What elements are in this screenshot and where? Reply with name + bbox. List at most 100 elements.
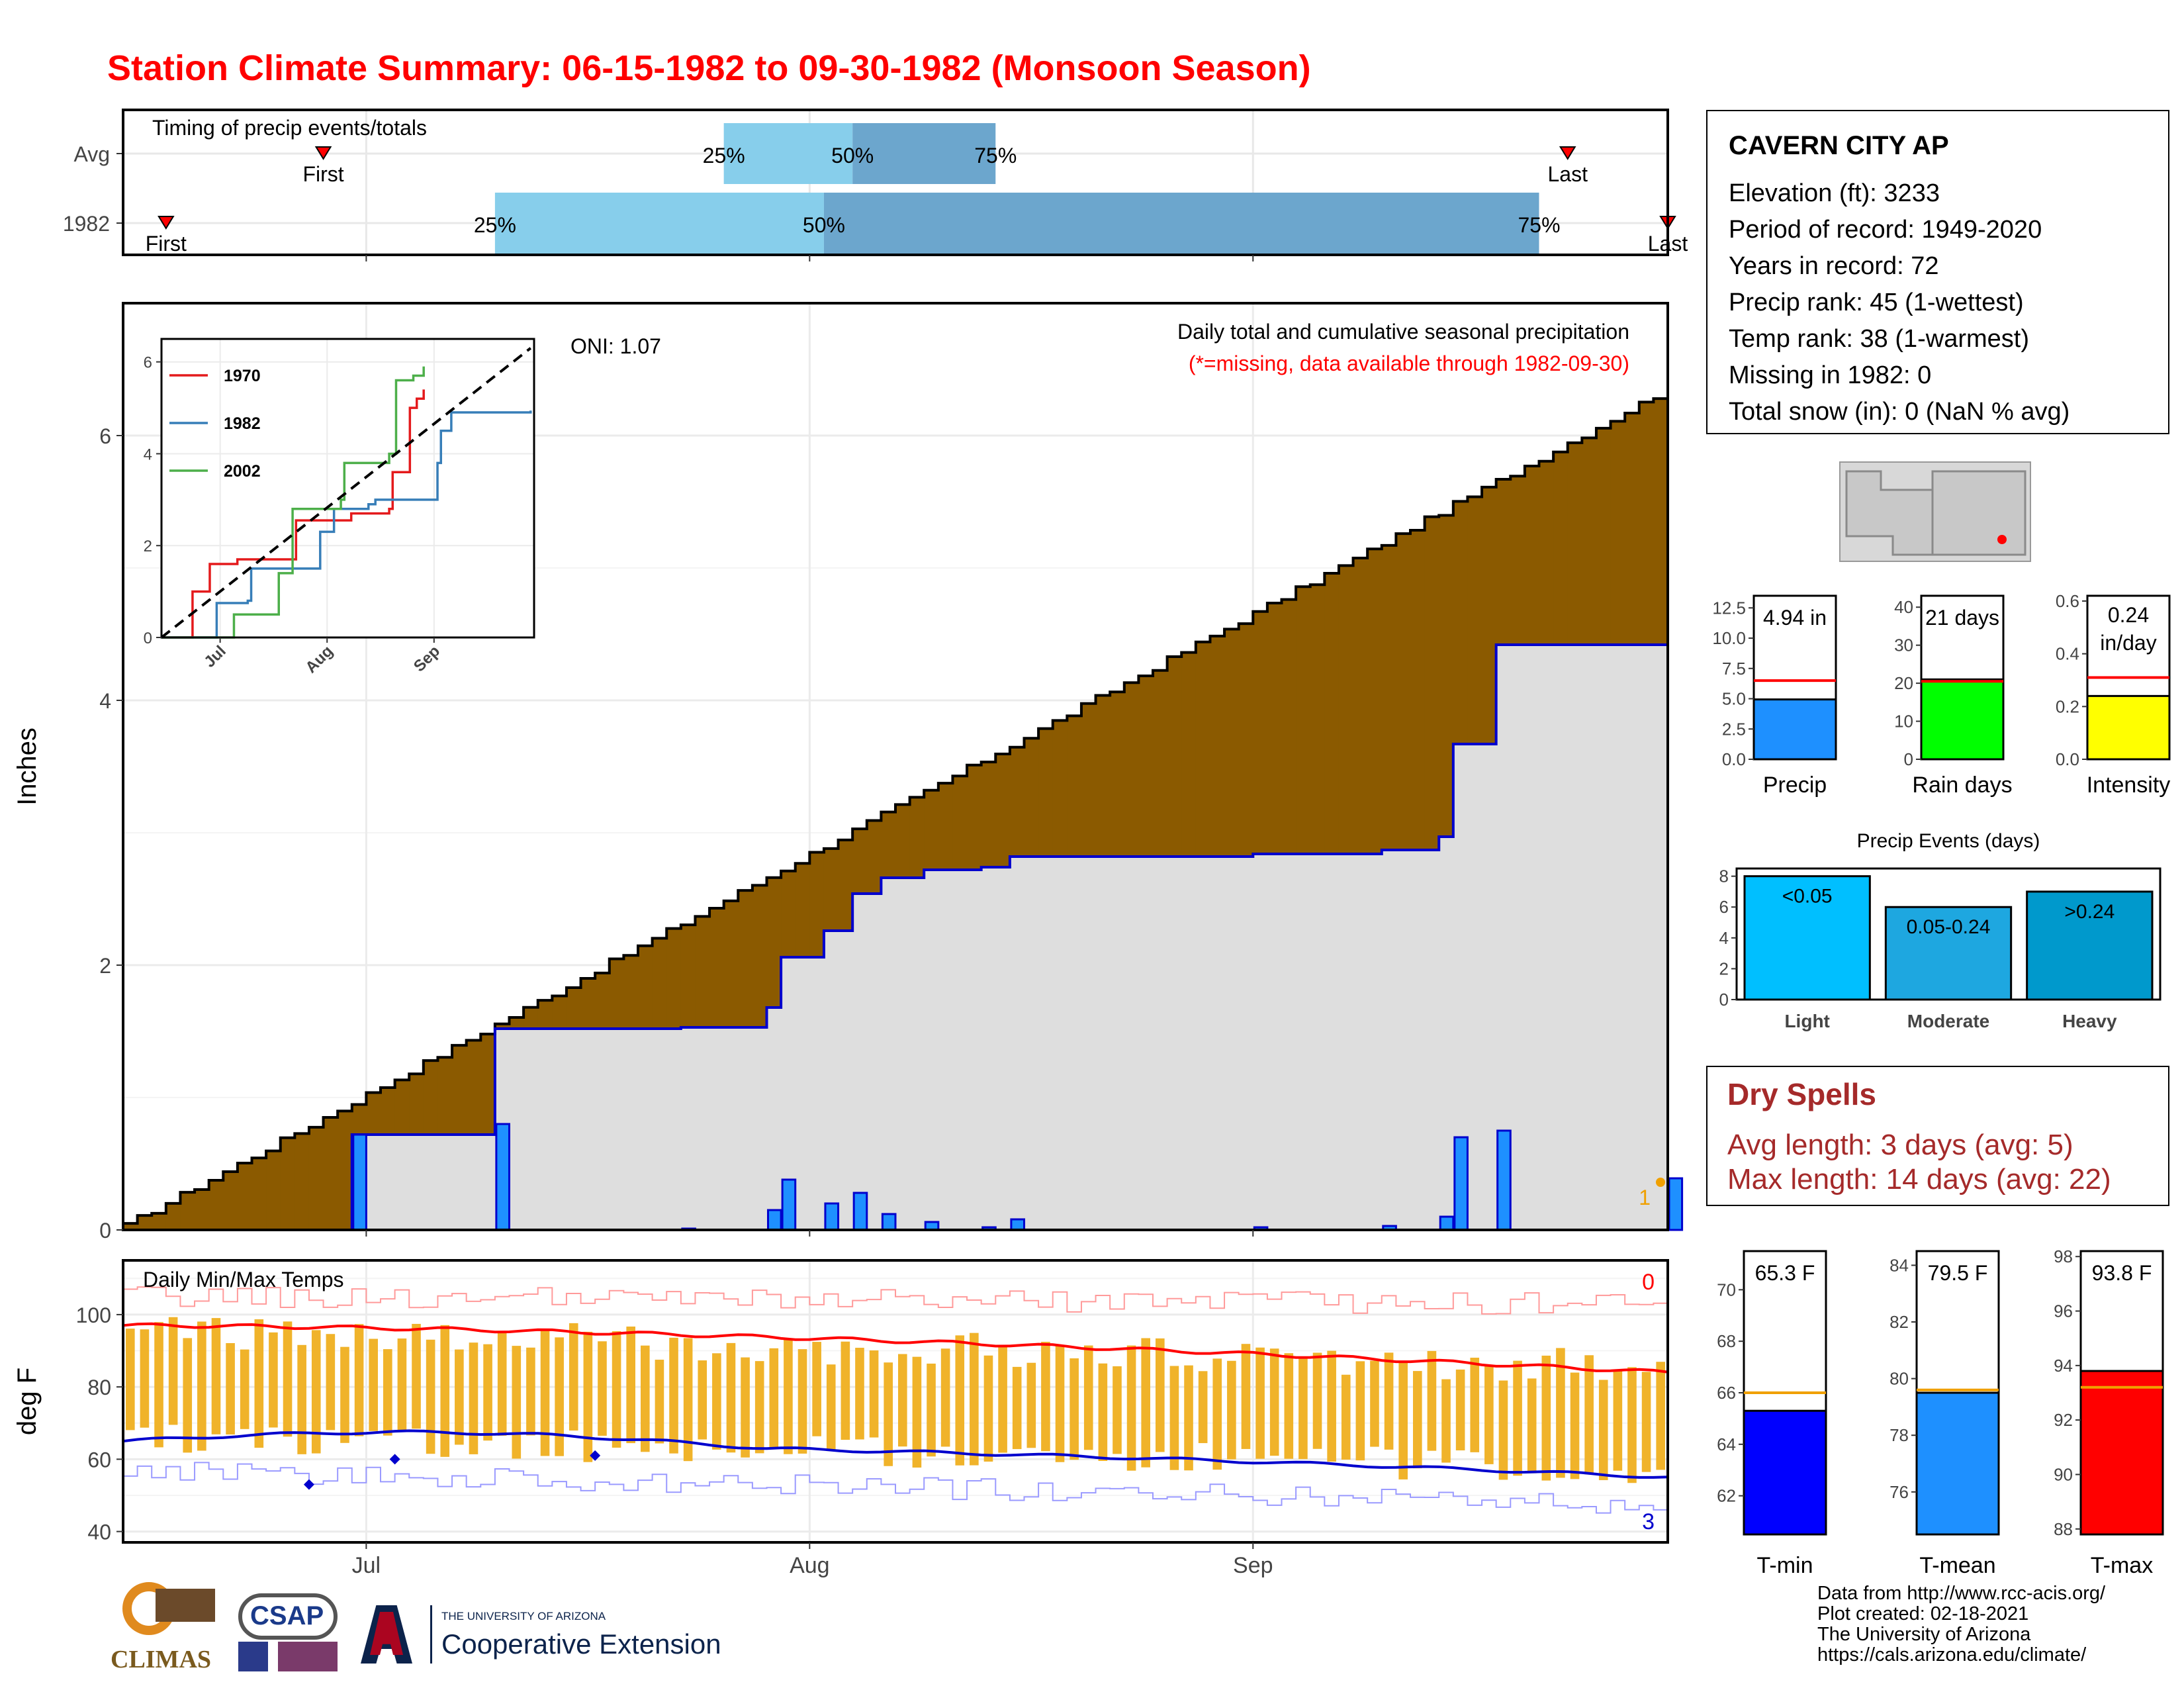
daily-temp-bar bbox=[1083, 1345, 1093, 1450]
deficit-area bbox=[752, 885, 767, 1027]
daily-precip-bar bbox=[767, 1209, 782, 1231]
station-years: Years in record: 72 bbox=[1729, 252, 1939, 280]
ua-line2: Cooperative Extension bbox=[441, 1628, 721, 1660]
daily-temp-bar bbox=[1598, 1380, 1608, 1480]
daily-temp-bar bbox=[1269, 1348, 1279, 1456]
daily-temp-bar bbox=[226, 1342, 235, 1435]
deficit-area bbox=[1338, 565, 1354, 854]
daily-temp-bar bbox=[1455, 1369, 1465, 1451]
mini-temp-label: T-min bbox=[1757, 1553, 1813, 1578]
deficit-area bbox=[1238, 624, 1253, 857]
mini-precip-bar bbox=[1920, 678, 2005, 761]
temp-x-tick-label: Jul bbox=[352, 1553, 381, 1578]
daily-temp-bar bbox=[983, 1355, 993, 1462]
deficit-area bbox=[1582, 438, 1597, 645]
daily-temp-bar bbox=[1026, 1362, 1036, 1448]
daily-temp-bar bbox=[369, 1338, 378, 1431]
deficit-area bbox=[852, 829, 868, 894]
mini-precip-tick-label: 2.5 bbox=[1722, 719, 1746, 739]
oni-label: ONI: 1.07 bbox=[570, 334, 661, 358]
station-temp-rank: Temp rank: 38 (1-warmest) bbox=[1729, 325, 2030, 353]
mini-temp-tick-label: 80 bbox=[1889, 1369, 1909, 1389]
daily-temp-bar bbox=[712, 1353, 721, 1450]
daily-temp-bar bbox=[383, 1349, 392, 1436]
temp-panel-border bbox=[122, 1259, 1669, 1544]
daily-temp-bar bbox=[884, 1362, 893, 1466]
daily-temp-bar bbox=[797, 1349, 807, 1454]
deficit-area bbox=[1610, 421, 1625, 645]
mini-temp-bar bbox=[2079, 1370, 2164, 1536]
timing-title: Timing of precip events/totals bbox=[152, 116, 427, 140]
deficit-area bbox=[266, 1150, 281, 1230]
dry-spells-title: Dry Spells bbox=[1727, 1077, 1876, 1111]
deficit-area bbox=[537, 1000, 553, 1029]
station-snow: Total snow (in): 0 (NaN % avg) bbox=[1729, 398, 2070, 426]
daily-temp-bar bbox=[512, 1346, 522, 1459]
daily-temp-bar bbox=[140, 1329, 150, 1428]
daily-temp-bar bbox=[1484, 1364, 1494, 1464]
daily-temp-bar bbox=[869, 1350, 879, 1438]
daily-temp-bar bbox=[1212, 1358, 1222, 1470]
main-panel-border bbox=[122, 302, 1669, 1231]
temp-x-tick-label: Aug bbox=[790, 1553, 830, 1578]
mini-temp-tick-label: 70 bbox=[1717, 1280, 1736, 1299]
daily-temp-bar bbox=[1241, 1344, 1251, 1449]
deficit-area bbox=[952, 776, 968, 870]
mini-precip-tick-label: 20 bbox=[1894, 673, 1913, 693]
record-min-line bbox=[123, 1462, 1668, 1514]
daily-temp-bar bbox=[812, 1342, 821, 1436]
deficit-area bbox=[137, 1215, 152, 1230]
deficit-area bbox=[1424, 516, 1439, 850]
inset-y-tick-label: 6 bbox=[144, 354, 152, 372]
mini-temp-value: 93.8 F bbox=[2092, 1261, 2152, 1285]
deficit-area bbox=[552, 996, 567, 1029]
daily-temp-bar bbox=[1441, 1379, 1451, 1463]
mini-temp-tick-label: 90 bbox=[2054, 1464, 2073, 1484]
inset-legend-label: 2002 bbox=[224, 462, 261, 481]
mini-precip-label: Intensity bbox=[2087, 773, 2171, 798]
daily-temp-bar bbox=[1656, 1362, 1665, 1470]
daily-temp-bar bbox=[311, 1330, 321, 1454]
deficit-area bbox=[152, 1213, 167, 1230]
deficit-area bbox=[452, 1045, 467, 1135]
deficit-area bbox=[1567, 442, 1582, 645]
timing-panel-border bbox=[122, 109, 1669, 256]
deficit-area bbox=[1167, 657, 1182, 857]
deficit-area bbox=[394, 1080, 410, 1135]
footer-line: Data from http://www.rcc-acis.org/ bbox=[1817, 1583, 2106, 1604]
deficit-area bbox=[838, 839, 853, 931]
deficit-area bbox=[1153, 670, 1168, 857]
first-marker-icon bbox=[158, 216, 175, 230]
deficit-area bbox=[1539, 461, 1554, 645]
deficit-area bbox=[509, 1017, 524, 1029]
mini-temp-tick-label: 88 bbox=[2054, 1519, 2073, 1539]
record-low-marker-icon bbox=[389, 1454, 400, 1465]
mini-precip-value: 21 days bbox=[1925, 606, 1999, 630]
deficit-area bbox=[909, 797, 925, 878]
daily-temp-bar bbox=[1041, 1341, 1050, 1452]
inset-series-line bbox=[161, 366, 425, 639]
deficit-area bbox=[695, 916, 710, 1027]
station-info-box: CAVERN CITY AP Elevation (ft): 3233 Peri… bbox=[1706, 110, 2169, 434]
mini-precip-tick-label: 30 bbox=[1894, 635, 1913, 655]
mini-precip-tick-label: 0.0 bbox=[2056, 749, 2079, 769]
deficit-area bbox=[924, 790, 939, 870]
mini-precip-tick-label: 40 bbox=[1894, 597, 1913, 617]
deficit-area bbox=[823, 848, 839, 931]
mini-precip-bar bbox=[1752, 698, 1837, 761]
deficit-area bbox=[866, 820, 882, 894]
daily-precip-bar bbox=[781, 1178, 797, 1231]
daily-temp-bar bbox=[526, 1347, 535, 1436]
quartile-label-25: 25% bbox=[474, 213, 516, 237]
daily-temp-bar bbox=[1227, 1360, 1236, 1460]
inset-average-line bbox=[160, 347, 532, 639]
daily-temp-bar bbox=[1298, 1356, 1308, 1460]
daily-temp-bar bbox=[1327, 1350, 1336, 1462]
daily-precip-bar bbox=[824, 1202, 840, 1231]
precip-events-category: Light bbox=[1784, 1011, 1829, 1031]
inset-series-line bbox=[161, 410, 532, 639]
daily-temp-bar bbox=[1156, 1338, 1165, 1452]
quartile-bar-25-50 bbox=[723, 123, 853, 184]
deficit-area bbox=[1367, 549, 1383, 854]
